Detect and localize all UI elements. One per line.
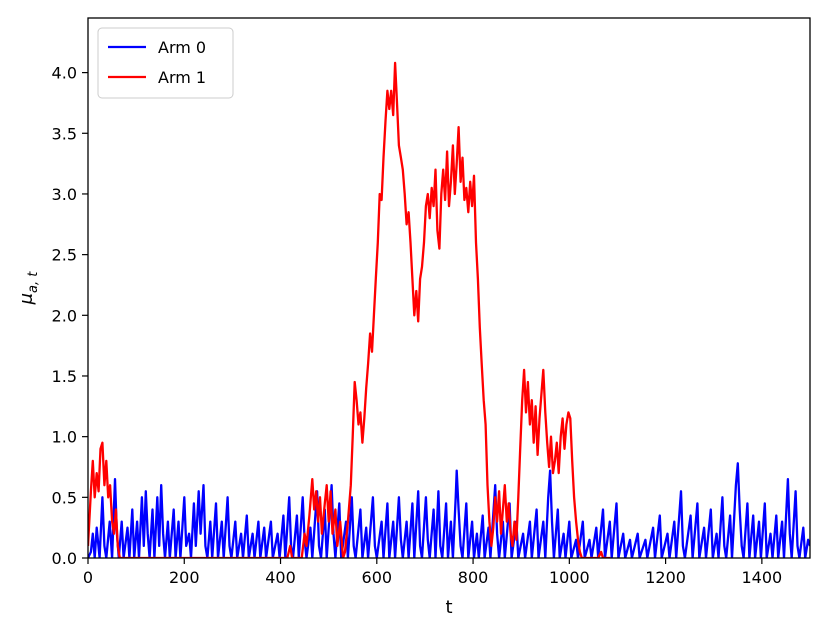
- legend: Arm 0 Arm 1: [97, 27, 234, 99]
- x-tick-label: 200: [169, 568, 200, 587]
- x-tick-label: 1000: [549, 568, 590, 587]
- y-tick-label: 0.0: [52, 549, 77, 568]
- y-tick-label: 2.0: [52, 306, 77, 325]
- x-tick-label: 1400: [742, 568, 783, 587]
- legend-label: Arm 0: [158, 38, 206, 57]
- y-tick-label: 1.5: [52, 367, 77, 386]
- y-axis-label: μa, t: [16, 271, 41, 306]
- series-layer: [88, 61, 810, 558]
- series-line-arm-0: [88, 462, 810, 558]
- x-tick-label: 1200: [645, 568, 686, 587]
- x-tick-label: 600: [362, 568, 393, 587]
- x-axis: 0 200 400 600 800 1000 1200 1400: [83, 558, 782, 587]
- series-line-arm-1: [88, 61, 611, 558]
- y-axis-label-sub: a, t: [26, 271, 41, 293]
- y-axis-label-main: μ: [16, 293, 37, 305]
- y-tick-label: 4.0: [52, 64, 77, 83]
- legend-box: [97, 27, 234, 99]
- svg-text:μa, t: μa, t: [16, 271, 41, 306]
- y-tick-label: 1.0: [52, 428, 77, 447]
- x-tick-label: 0: [83, 568, 93, 587]
- y-tick-label: 2.5: [52, 246, 77, 265]
- plot-frame: [87, 17, 811, 559]
- x-tick-label: 800: [458, 568, 489, 587]
- y-tick-label: 3.5: [52, 124, 77, 143]
- legend-label: Arm 1: [158, 68, 206, 87]
- y-tick-label: 3.0: [52, 185, 77, 204]
- x-axis-label: t: [445, 597, 452, 618]
- x-tick-label: 400: [265, 568, 296, 587]
- y-tick-label: 0.5: [52, 488, 77, 507]
- y-axis: 0.0 0.5 1.0 1.5 2.0 2.5 3.0 3.5 4.0: [52, 64, 88, 568]
